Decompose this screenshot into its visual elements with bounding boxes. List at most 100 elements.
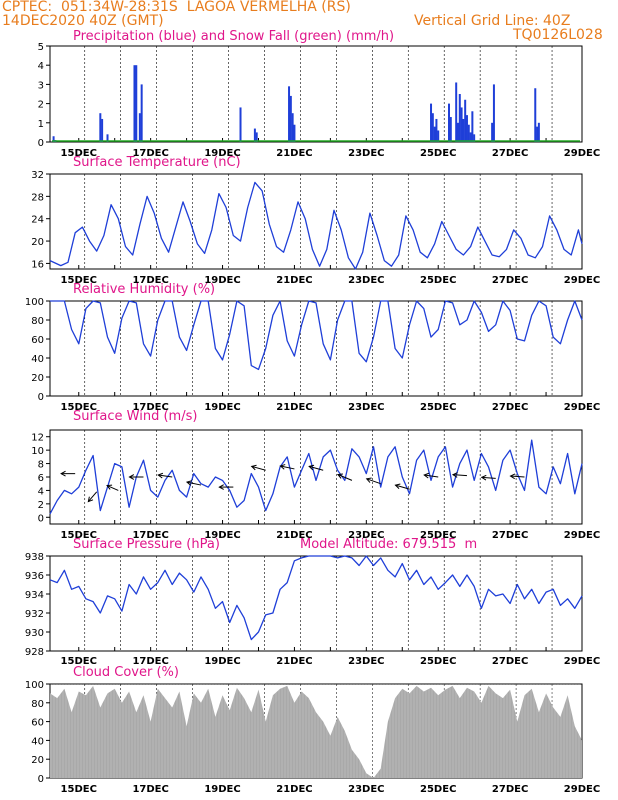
humidity-xtick-label: 27DEC (492, 402, 528, 413)
pressure-ytick-label: 934 (25, 590, 44, 601)
pressure-ytick-label: 928 (25, 647, 44, 658)
precip-bar (106, 134, 109, 142)
cloud-ytick-label: 60 (31, 718, 44, 729)
header-grid-note: Vertical Grid Line: 40Z (414, 13, 571, 29)
pressure-series-line (49, 555, 583, 641)
header-model-code: TQ0126L028 (513, 27, 603, 43)
precip-bar (288, 86, 291, 142)
cloud-xtick-label: 19DEC (204, 784, 240, 795)
precip-bar (492, 84, 495, 142)
wind-xtick-label: 15DEC (61, 530, 97, 541)
wind-arrow-head (279, 464, 286, 470)
cloud-xtick-label: 25DEC (420, 784, 456, 795)
cloud-ytick-label: 0 (38, 774, 44, 785)
wind-arrow (186, 481, 202, 486)
temperature-ytick-label: 32 (31, 170, 44, 181)
temperature-xtick-label: 25DEC (420, 275, 456, 286)
precip-bar (437, 130, 440, 142)
pressure-xtick-label: 21DEC (276, 656, 312, 667)
precip-bar (462, 118, 465, 142)
wind-arrow (280, 465, 295, 470)
precip-bar (467, 124, 470, 142)
precip-bar (433, 126, 436, 142)
precip-panel-title: Precipitation (blue) and Snow Fall (gree… (73, 29, 395, 44)
temperature-ytick-label: 20 (31, 237, 44, 248)
wind-xtick-label: 29DEC (564, 530, 600, 541)
pressure-panel-title: Surface Pressure (hPa) (73, 537, 220, 552)
wind-panel-title: Surface Wind (m/s) (73, 409, 198, 424)
temperature-xtick-label: 21DEC (276, 275, 312, 286)
humidity-series-line (50, 300, 583, 371)
pressure-xtick-label: 25DEC (420, 656, 456, 667)
temperature-xtick-label: 23DEC (348, 275, 384, 286)
wind-arrow-head (250, 464, 257, 471)
precip-bar (537, 122, 540, 142)
precip-ytick-label: 0 (38, 138, 44, 149)
temperature-xtick-label: 19DEC (204, 275, 240, 286)
temperature-xtick-label: 15DEC (61, 275, 97, 286)
precip-bar (464, 99, 467, 142)
wind-arrow-head (509, 473, 516, 480)
precip-bar (140, 84, 143, 142)
temperature-panel: 16 20 24 28 32 15DEC 17DEC 19DEC 21DEC 23DEC 25DEC… (31, 170, 600, 286)
wind-ytick-label: 8 (38, 460, 44, 471)
cloud-xtick-label: 21DEC (276, 784, 312, 795)
pressure-xtick-label: 15DEC (61, 656, 97, 667)
wind-series-line (49, 439, 583, 515)
precip-ytick-label: 4 (38, 61, 44, 72)
precip-xtick-label: 15DEC (61, 148, 97, 159)
wind-ytick-label: 12 (31, 433, 44, 444)
cloud-xtick-label: 17DEC (132, 784, 168, 795)
cloud-panel-title: Cloud Cover (%) (73, 665, 179, 680)
precip-xtick-label: 25DEC (420, 148, 456, 159)
wind-arrow (510, 475, 525, 478)
precip-bar (534, 88, 537, 142)
precip-bar (430, 103, 433, 142)
wind-arrow (424, 474, 439, 478)
precip-bar (291, 113, 294, 142)
temperature-xtick-label: 17DEC (132, 275, 168, 286)
precip-bar (138, 113, 141, 142)
pressure-xtick-label: 23DEC (348, 656, 384, 667)
humidity-xtick-label: 29DEC (564, 402, 600, 413)
temperature-xtick-label: 29DEC (564, 275, 600, 286)
wind-arrow-head (394, 483, 401, 490)
wind-ytick-label: 4 (38, 486, 44, 497)
model-altitude-label: Model Altitude: 679.515 m (300, 537, 478, 552)
humidity-ytick-label: 20 (31, 373, 44, 384)
precip-ytick-label: 5 (38, 42, 44, 53)
wind-ytick-label: 0 (38, 513, 44, 524)
header-date-line: 14DEC2020 40Z (GMT) (2, 13, 164, 29)
humidity-ytick-label: 100 (25, 297, 44, 308)
humidity-xtick-label: 25DEC (420, 402, 456, 413)
header-station-line: CPTEC: 051:34W-28:31S LAGOA VERMELHA (RS… (2, 0, 351, 15)
precip-bar (101, 118, 104, 142)
precip-bar (473, 134, 476, 142)
precip-xtick-label: 27DEC (492, 148, 528, 159)
wind-arrow-head (423, 472, 430, 479)
pressure-xtick-label: 27DEC (492, 656, 528, 667)
wind-panel: 0 2 4 6 8 10 12 15DEC 17DEC 19DEC 21DEC 23DEC 25DEC 2… (31, 429, 600, 541)
precip-ytick-label: 1 (38, 119, 44, 130)
wind-arrow (106, 485, 119, 491)
cloud-ytick-label: 40 (31, 736, 44, 747)
precip-ytick-label: 2 (38, 100, 44, 111)
wind-arrow-head (157, 472, 164, 479)
precip-bar (135, 65, 138, 142)
humidity-ytick-label: 0 (38, 392, 44, 403)
wind-arrow-head (336, 473, 343, 479)
wind-arrow (366, 478, 381, 485)
precip-bar (471, 111, 474, 142)
wind-arrow-head (106, 484, 113, 490)
humidity-xtick-label: 17DEC (132, 402, 168, 413)
humidity-ytick-label: 40 (31, 354, 44, 365)
precip-xtick-label: 21DEC (276, 148, 312, 159)
wind-arrow (481, 476, 496, 479)
cloud-ytick-label: 80 (31, 699, 44, 710)
pressure-xtick-label: 29DEC (564, 656, 600, 667)
wind-arrow (87, 491, 98, 502)
humidity-xtick-label: 15DEC (61, 402, 97, 413)
temperature-ytick-label: 24 (31, 215, 44, 226)
humidity-xtick-label: 21DEC (276, 402, 312, 413)
precip-bar (465, 115, 468, 142)
